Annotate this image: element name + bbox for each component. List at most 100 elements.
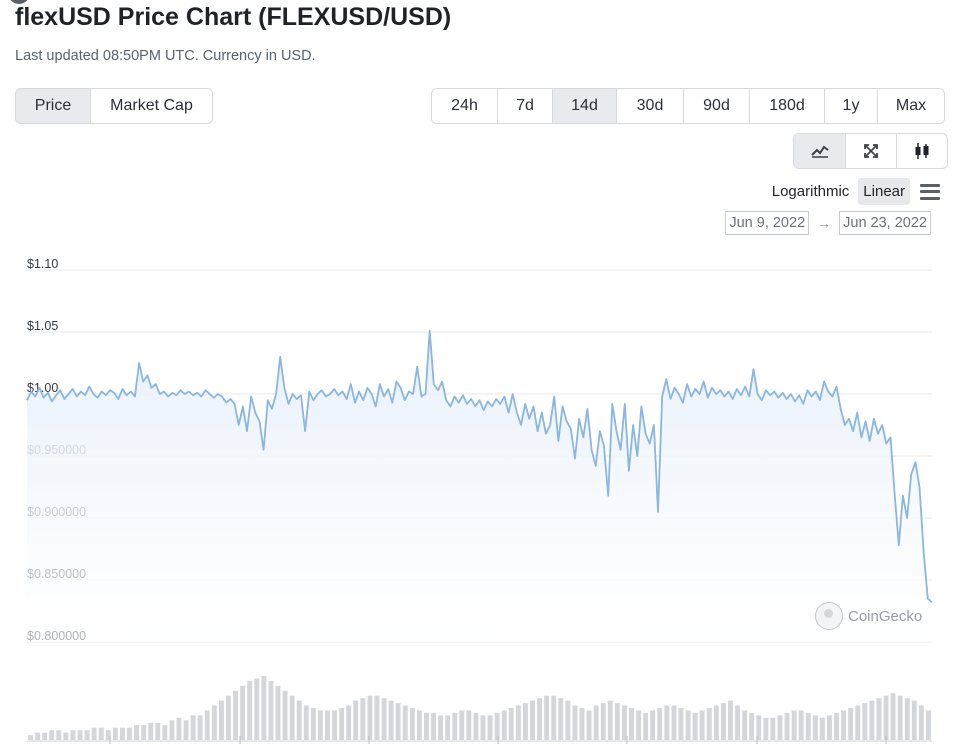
tab-market-cap[interactable]: Market Cap [90, 89, 212, 123]
volume-bar [636, 710, 641, 740]
coingecko-watermark: CoinGecko [815, 602, 922, 630]
volume-bar [530, 700, 535, 740]
volume-bar [657, 708, 663, 740]
volume-bar [141, 725, 147, 740]
volume-bar [28, 735, 33, 740]
volume-bar [897, 695, 903, 740]
volume-bar [127, 727, 132, 740]
volume-bar [148, 722, 154, 740]
volume-bar [544, 695, 550, 740]
volume-bar [360, 698, 366, 740]
range-14d[interactable]: 14d [552, 89, 616, 123]
volume-bar [445, 715, 451, 740]
volume-bar [190, 715, 196, 740]
volume-bar [480, 715, 486, 740]
volume-bar [911, 700, 917, 740]
volume-bar [339, 708, 345, 740]
volume-bar [452, 712, 458, 740]
tab-price[interactable]: Price [16, 89, 90, 123]
line-chart-button[interactable] [794, 134, 845, 168]
volume-bar [763, 717, 769, 740]
volume-bars [28, 676, 931, 740]
volume-bar [728, 700, 733, 740]
volume-bar [56, 730, 62, 740]
volume-bar [579, 708, 585, 740]
fullscreen-button[interactable] [845, 134, 896, 168]
volume-bar [310, 708, 316, 740]
volume-bar [777, 715, 783, 740]
volume-bar [586, 710, 592, 740]
date-to-input[interactable]: Jun 23, 2022 [839, 211, 931, 235]
volume-bar [402, 705, 408, 740]
volume-bar [459, 710, 465, 740]
volume-bar [890, 693, 896, 740]
volume-bar [42, 732, 48, 740]
volume-bar [600, 703, 606, 740]
y-tick-label: $1.00 [27, 381, 58, 395]
volume-bar [643, 712, 649, 740]
range-7d[interactable]: 7d [497, 89, 552, 123]
watermark-text: CoinGecko [848, 607, 923, 625]
volume-bar [395, 703, 401, 740]
volume-bar [254, 678, 260, 740]
range-90d[interactable]: 90d [683, 89, 749, 123]
price-area [27, 330, 932, 642]
volume-bar [551, 695, 557, 740]
scale-linear[interactable]: Linear [858, 178, 910, 205]
volume-bar [918, 705, 924, 740]
volume-bar [268, 680, 274, 740]
volume-bar [162, 725, 168, 740]
range-30d[interactable]: 30d [616, 89, 683, 123]
volume-bar [742, 710, 748, 740]
volume-bar [473, 712, 479, 740]
y-tick-label: $1.10 [27, 257, 58, 271]
volume-bar [374, 695, 380, 740]
range-180d[interactable]: 180d [749, 89, 824, 123]
expand-icon [864, 144, 878, 158]
hamburger-menu-icon[interactable] [920, 183, 940, 200]
scale-selector: Logarithmic Linear [767, 178, 940, 205]
volume-bar [169, 720, 175, 740]
volume-bar [876, 698, 882, 740]
volume-bar [834, 712, 839, 740]
range-max[interactable]: Max [877, 89, 944, 123]
volume-bar [827, 715, 832, 740]
range-24h[interactable]: 24h [432, 89, 497, 123]
volume-bar [706, 708, 712, 740]
volume-bar [176, 717, 182, 740]
volume-bar [749, 712, 755, 740]
volume-bar [219, 700, 224, 740]
volume-bar [409, 708, 415, 740]
volume-bar [98, 727, 104, 740]
volume-bar [438, 715, 443, 740]
volume-bar [558, 698, 564, 740]
volume-bar [735, 705, 740, 740]
volume-bar [226, 695, 231, 740]
volume-bar [35, 732, 40, 740]
volume-bar [381, 698, 387, 740]
metric-toggle: Price Market Cap [15, 88, 213, 124]
volume-bar [593, 705, 599, 740]
volume-bar [798, 710, 804, 740]
volume-bar [607, 700, 613, 740]
volume-bar [791, 710, 797, 740]
volume-bar [487, 715, 493, 740]
volume-bar [240, 685, 246, 740]
range-1y[interactable]: 1y [824, 89, 877, 123]
volume-bar [332, 710, 337, 740]
candlestick-button[interactable] [896, 134, 947, 168]
volume-bar [112, 727, 118, 740]
volume-bar [494, 712, 500, 740]
date-from-input[interactable]: Jun 9, 2022 [725, 211, 810, 235]
volume-bar [346, 705, 352, 740]
y-tick-label: $1.05 [27, 319, 58, 333]
volume-bar [523, 703, 528, 740]
volume-bar [77, 730, 83, 740]
volume-bar [784, 712, 790, 740]
volume-bar [282, 690, 288, 740]
volume-bar [572, 705, 578, 740]
volume-bar [91, 727, 97, 740]
scale-logarithmic[interactable]: Logarithmic [771, 183, 850, 200]
volume-bar [855, 705, 861, 740]
